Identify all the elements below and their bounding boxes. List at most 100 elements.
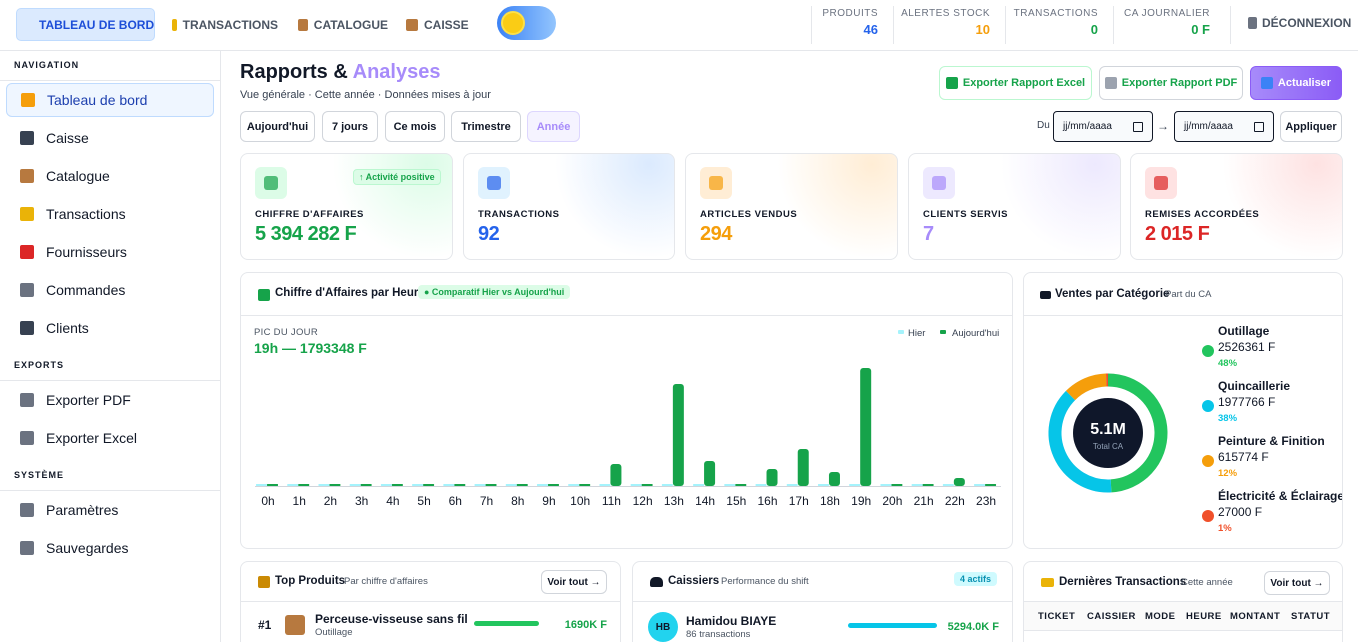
stat-separator <box>893 6 894 44</box>
nav-tab[interactable]: TABLEAU DE BORD <box>16 8 155 41</box>
nav-tab[interactable]: TRANSACTIONS <box>166 8 278 41</box>
view-all-button[interactable]: Voir tout → <box>541 570 607 594</box>
kpi-label: CHIFFRE D'AFFAIRES <box>255 209 364 220</box>
bar <box>693 484 705 486</box>
bar <box>380 484 392 486</box>
period-button[interactable]: Aujourd'hui <box>240 111 315 142</box>
card-icon <box>258 576 270 588</box>
theme-toggle[interactable] <box>497 6 556 40</box>
bar <box>880 484 892 486</box>
center-label: Total CA <box>1093 442 1124 451</box>
item-label: Fournisseurs <box>46 244 127 260</box>
bar <box>568 484 580 486</box>
tab-icon <box>406 18 418 31</box>
cashier-avatar: HB <box>648 612 678 642</box>
bar <box>891 484 903 486</box>
kpi-icon-glyph <box>1154 176 1168 190</box>
cashiers-badge: 4 actifs <box>954 572 998 586</box>
sidebar-item[interactable]: Paramètres <box>6 493 214 527</box>
period-button[interactable]: Ce mois <box>385 111 445 142</box>
x-tick-label: 7h <box>480 494 493 508</box>
item-label: Tableau de bord <box>47 92 148 108</box>
title-main: Rapports & <box>240 61 348 83</box>
kpi-icon-glyph <box>264 176 278 190</box>
kpi-value: 7 <box>923 223 934 245</box>
legend-label: Aujourd'hui <box>952 328 999 339</box>
sidebar-item[interactable]: Sauvegardes <box>6 531 214 565</box>
nav-tab[interactable]: CAISSE <box>400 8 478 41</box>
sidebar-item[interactable]: Exporter PDF <box>6 383 214 417</box>
date-input[interactable]: jj/mm/aaaa <box>1174 111 1274 142</box>
header-button[interactable]: Exporter Rapport PDF <box>1099 66 1243 100</box>
item-label: Sauvegardes <box>46 540 129 556</box>
kpi-icon-glyph <box>487 176 501 190</box>
period-button[interactable]: 7 jours <box>322 111 378 142</box>
button-icon <box>1104 77 1117 89</box>
topbar-border <box>0 50 1358 51</box>
table-column: TICKET <box>1038 611 1076 622</box>
section-title: NAVIGATION <box>14 60 80 70</box>
apply-button[interactable]: Appliquer <box>1280 111 1342 142</box>
tab-icon <box>298 18 308 31</box>
x-tick-label: 9h <box>542 494 555 508</box>
bar <box>516 484 528 486</box>
x-tick-label: 19h <box>851 494 871 508</box>
header-button[interactable]: Exporter Rapport Excel <box>939 66 1092 100</box>
legend-value: 27000 F <box>1218 505 1262 519</box>
bar <box>735 484 747 486</box>
stat-separator <box>1230 6 1231 44</box>
period-button[interactable]: Trimestre <box>451 111 521 142</box>
bar <box>786 484 798 486</box>
table-column: MODE <box>1145 611 1176 622</box>
x-tick-label: 6h <box>449 494 462 508</box>
button-label: Exporter Rapport Excel <box>962 77 1086 89</box>
sidebar-item[interactable]: Clients <box>6 311 214 345</box>
view-all-button[interactable]: Voir tout → <box>1264 571 1330 595</box>
item-label: Catalogue <box>46 168 110 184</box>
stat-value: 46 <box>863 22 878 37</box>
kpi-card: REMISES ACCORDÉES 2 015 F <box>1130 153 1343 260</box>
sidebar-item[interactable]: Caisse <box>6 121 214 155</box>
date-input[interactable]: jj/mm/aaaa <box>1053 111 1153 142</box>
sidebar-item[interactable]: Exporter Excel <box>6 421 214 455</box>
bar <box>505 484 517 486</box>
tab-label: TRANSACTIONS <box>182 17 278 32</box>
header-button[interactable]: Actualiser <box>1250 66 1342 100</box>
legend-label: Hier <box>908 328 925 339</box>
stat-value: 0 <box>1090 22 1098 37</box>
x-tick-label: 4h <box>386 494 399 508</box>
legend-value: 615774 F <box>1218 450 1269 464</box>
category-chart-card: Ventes par Catégorie Part du CA 5.1M Total … <box>1023 272 1343 549</box>
item-icon <box>21 93 35 107</box>
transactions-card: Dernières Transactions Cette année Voir to… <box>1023 561 1343 642</box>
kpi-label: TRANSACTIONS <box>478 209 560 220</box>
nav-tab[interactable]: CATALOGUE <box>292 8 388 41</box>
period-button[interactable]: Année <box>527 111 580 142</box>
card-subtitle: Par chiffre d'affaires <box>344 576 428 587</box>
chart-title: Ventes par Catégorie <box>1055 288 1170 300</box>
bar <box>443 484 455 486</box>
legend-name: Quincaillerie <box>1218 379 1290 393</box>
tab-label: CAISSE <box>424 17 469 32</box>
sidebar-item[interactable]: Fournisseurs <box>6 235 214 269</box>
hourly-bar-chart: Hier Aujourd'hui 0h 1h 2h 3h 4h 5h 6h 7h 8h 9h 10h 11… <box>255 328 1001 508</box>
bar <box>985 484 997 486</box>
cashier-value: 5294.0K F <box>947 621 999 633</box>
kpi-value: 2 015 F <box>1145 223 1210 245</box>
date-placeholder: jj/mm/aaaa <box>1063 121 1112 132</box>
sidebar-item[interactable]: Transactions <box>6 197 214 231</box>
cashiers-card: Caissiers Performance du shift 4 actifs HB H… <box>632 561 1013 642</box>
bar <box>849 484 861 486</box>
legend-swatch <box>940 330 946 334</box>
bar <box>817 484 829 486</box>
sidebar-item[interactable]: Catalogue <box>6 159 214 193</box>
chart-title: Chiffre d'Affaires par Heure <box>275 287 425 299</box>
sidebar-item[interactable]: Commandes <box>6 273 214 307</box>
sidebar-item[interactable]: Tableau de bord <box>6 83 214 117</box>
calendar-icon <box>1254 121 1264 132</box>
bar <box>536 484 548 486</box>
donut-center <box>1073 398 1143 468</box>
peak-label: PIC DU JOUR <box>254 327 318 338</box>
legend-dot <box>1202 400 1214 412</box>
logout-button[interactable]: DÉCONNEXION <box>1248 16 1351 30</box>
